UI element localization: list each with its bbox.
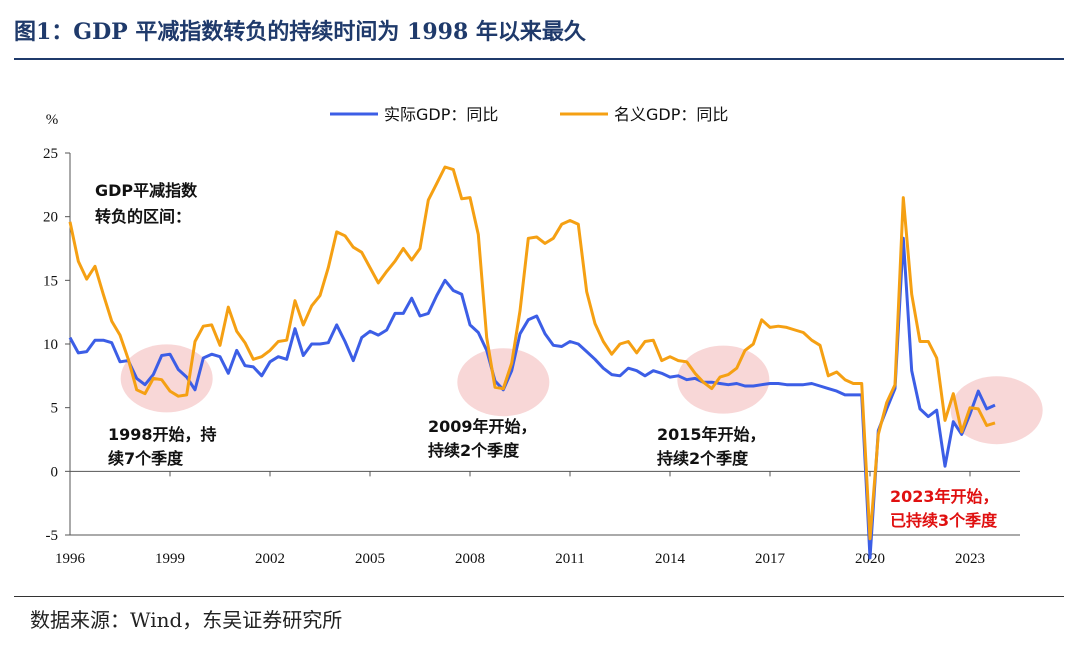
- y-tick-label: 15: [43, 273, 58, 289]
- highlight-ellipse-2: [677, 345, 770, 414]
- x-tick-label: 2008: [455, 551, 485, 567]
- period-label-0: 续7个季度: [108, 449, 184, 468]
- x-tick-label: 2005: [355, 551, 385, 567]
- legend-label-0: 实际GDP：同比: [384, 105, 498, 124]
- y-axis-unit: %: [46, 112, 59, 128]
- x-tick-label: 1996: [55, 551, 86, 567]
- footer-rule: [14, 596, 1064, 597]
- series-line-0: [68, 236, 996, 560]
- interval-label-line: GDP平减指数: [95, 181, 198, 200]
- highlight-ellipse-0: [120, 344, 213, 413]
- period-label-3: 已持续3个季度: [890, 511, 998, 530]
- gdp-chart: -5 0 5 10 15 20 25% 1996 1999 2002 2005 2008 2011 201…: [43, 105, 1043, 567]
- page-title: 图1：GDP 平减指数转负的持续时间为 1998 年以来最久: [14, 19, 586, 45]
- highlight-ellipse-1: [457, 348, 550, 417]
- x-tick-label: 2002: [255, 551, 285, 567]
- period-label-2: 持续2个季度: [657, 449, 749, 468]
- period-label-1: 2009年开始，: [428, 417, 537, 436]
- y-tick-label: 0: [51, 464, 59, 480]
- series-layer: [68, 165, 996, 560]
- period-label-3: 2023年开始，: [890, 487, 999, 506]
- highlight-ellipse-3: [950, 376, 1043, 445]
- period-label-1: 持续2个季度: [428, 441, 520, 460]
- legend-label-1: 名义GDP：同比: [614, 105, 728, 124]
- period-label-0: 1998开始，持: [108, 425, 217, 444]
- legend: 实际GDP：同比 名义GDP：同比: [330, 105, 728, 124]
- period-label-2: 2015年开始，: [657, 425, 766, 444]
- x-tick-label: 2023: [955, 551, 985, 567]
- source-note: 数据来源：Wind，东吴证券研究所: [30, 608, 343, 632]
- interval-label-line: 转负的区间：: [95, 207, 191, 226]
- series-line-1: [68, 165, 996, 541]
- y-tick-label: -5: [46, 528, 59, 544]
- y-tick-label: 25: [43, 146, 58, 162]
- axes-layer: -5 0 5 10 15 20 25% 1996 1999 2002 2005 2008 2011 201…: [43, 112, 1020, 567]
- x-tick-label: 2017: [755, 551, 786, 567]
- y-tick-label: 20: [43, 210, 58, 226]
- x-tick-label: 1999: [155, 551, 185, 567]
- x-tick-label: 2014: [655, 551, 686, 567]
- x-tick-label: 2011: [555, 551, 584, 567]
- title-rule: [14, 58, 1064, 60]
- highlight-layer: [120, 344, 1043, 445]
- y-tick-label: 5: [51, 401, 59, 417]
- y-tick-label: 10: [43, 337, 58, 353]
